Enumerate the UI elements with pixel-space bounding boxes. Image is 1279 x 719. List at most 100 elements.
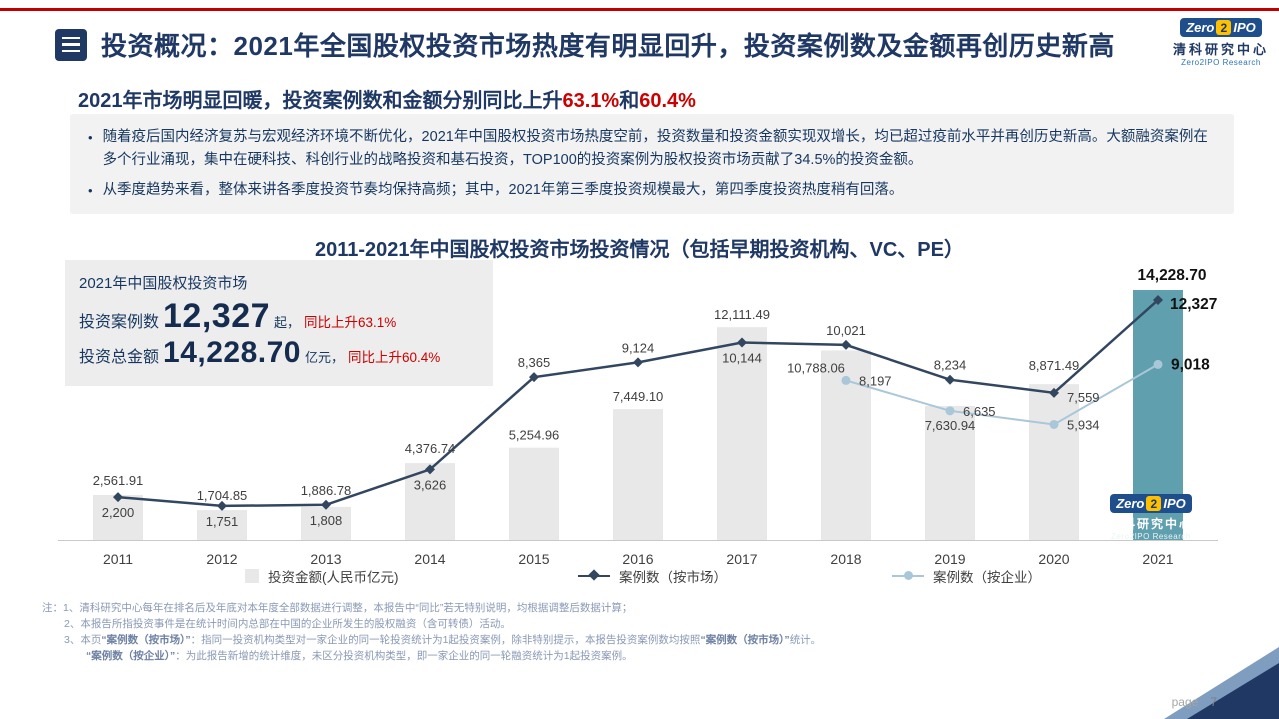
bar-2016	[613, 409, 663, 540]
x-tick-labels: 2011 2012 2013 2014 2015 2016 2017 2018 2019 2020…	[103, 551, 1174, 567]
svg-text:2013: 2013	[310, 551, 341, 567]
svg-text:8,871.49: 8,871.49	[1029, 358, 1080, 373]
svg-text:2016: 2016	[622, 551, 653, 567]
list-icon	[55, 28, 87, 61]
chart-legend: 投资金额(人民币亿元) 案例数（按市场） 案例数（按企业）	[0, 566, 1279, 586]
svg-text:8,234: 8,234	[934, 358, 967, 373]
section-heading-text: 2021年市场明显回暖，投资案例数和金额分别同比上升	[78, 90, 563, 112]
summary-bullet-2: • 从季度趋势来看，整体来讲各季度投资节奏均保持高频；其中，2021年第三季度投…	[88, 179, 1212, 202]
zero2ipo-logo-mark: Zero 2 IPO	[1110, 494, 1192, 513]
page-number: 7	[1210, 695, 1217, 709]
zero2ipo-chart-watermark: Zero 2 IPO 清科研究中心 Zero2IPO Research	[1096, 494, 1206, 541]
infobox-amount-row: 投资总金额 14,228.70 亿元， 同比上升60.4%	[79, 336, 477, 370]
amount-unit: 亿元，	[304, 350, 344, 365]
svg-text:2019: 2019	[934, 551, 965, 567]
summary-bullet-1-text: 随着疫后国内经济复苏与宏观经济环境不断优化，2021年中国股权投资市场热度空前，…	[102, 129, 1208, 169]
logo-ipo-text: IPO	[1163, 496, 1186, 511]
zero2ipo-logo: Zero 2 IPO 清科研究中心 Zero2IPO Research	[1173, 18, 1269, 67]
svg-text:12,111.49: 12,111.49	[714, 307, 770, 322]
svg-text:2,200: 2,200	[102, 505, 135, 520]
amount-value: 14,228.70	[163, 336, 301, 369]
svg-text:2015: 2015	[518, 551, 549, 567]
svg-text:7,559: 7,559	[1067, 390, 1100, 405]
logo-cn-name: 清科研究中心	[1172, 42, 1269, 57]
svg-text:7,630.94: 7,630.94	[925, 418, 976, 433]
bullet-marker: •	[88, 130, 93, 145]
header: 投资概况：2021年全国股权投资市场热度有明显回升，投资案例数及金额再创历史新高	[55, 26, 1115, 63]
bar-2013	[301, 506, 351, 540]
bars	[93, 290, 1183, 540]
logo-cn-name: 清科研究中心	[1108, 517, 1193, 531]
svg-text:2011: 2011	[103, 551, 133, 567]
line-company	[841, 359, 1163, 429]
svg-text:5,934: 5,934	[1067, 417, 1100, 432]
svg-text:2012: 2012	[206, 551, 237, 567]
line-market	[113, 295, 1163, 511]
line-diamond-icon	[578, 569, 610, 581]
cases-unit: 起，	[274, 315, 301, 330]
page-footer: page 7	[1172, 695, 1217, 709]
cases-growth-pct: 63.1%	[562, 90, 620, 112]
logo-en-name: Zero2IPO Research	[1111, 532, 1191, 541]
legend-item-cases-market: 案例数（按市场）	[578, 566, 727, 586]
amount-label: 投资总金额	[79, 349, 160, 366]
bar-swatch-icon	[245, 569, 259, 583]
svg-text:2014: 2014	[414, 551, 445, 567]
svg-text:8,365: 8,365	[518, 355, 551, 370]
legend-amount-label: 投资金额(人民币亿元)	[268, 570, 399, 585]
footnotes: 注：1、清科研究中心每年在排名后及年底对本年度全部数据进行调整，本报告中“同比”…	[42, 600, 1232, 664]
footnote-2: 2、本报告所指投资事件是在统计时间内总部在中国的企业所发生的股权融资（含可转债）…	[64, 618, 511, 630]
line-dot-icon	[892, 571, 924, 581]
bar-2015	[509, 447, 559, 540]
legend-item-amount: 投资金额(人民币亿元)	[245, 566, 399, 586]
svg-text:5,254.96: 5,254.96	[509, 428, 560, 443]
footnote-1: 注：1、清科研究中心每年在排名后及年底对本年度全部数据进行调整，本报告中“同比”…	[42, 602, 633, 614]
logo-zero-text: Zero	[1186, 20, 1215, 35]
svg-text:7,449.10: 7,449.10	[613, 389, 664, 404]
legend-cases-market-label: 案例数（按市场）	[619, 570, 727, 585]
logo-zero-text: Zero	[1116, 496, 1145, 511]
svg-text:2018: 2018	[830, 551, 861, 567]
logo-two-badge: 2	[1216, 20, 1232, 35]
amount-growth-pct: 60.4%	[639, 90, 696, 112]
zero2ipo-logo-mark: Zero 2 IPO	[1180, 18, 1262, 37]
market-stats-infobox: 2021年中国股权投资市场 投资案例数 12,327 起， 同比上升63.1% …	[65, 260, 493, 386]
bar-2020	[1029, 384, 1079, 540]
section-heading: 2021年市场明显回暖，投资案例数和金额分别同比上升63.1%和60.4%	[78, 84, 696, 113]
page-title: 投资概况：2021年全国股权投资市场热度有明显回升，投资案例数及金额再创历史新高	[101, 31, 1115, 61]
svg-text:12,327: 12,327	[1170, 296, 1217, 313]
logo-two-badge: 2	[1146, 496, 1162, 511]
svg-text:10,788.06: 10,788.06	[787, 360, 845, 375]
bar-2017	[717, 327, 767, 540]
logo-ipo-text: IPO	[1233, 20, 1256, 35]
infobox-title: 2021年中国股权投资市场	[79, 275, 248, 292]
conjunction-text: 和	[619, 90, 640, 112]
bar-2011	[93, 494, 143, 540]
svg-text:10,144: 10,144	[722, 351, 762, 366]
svg-text:10,021: 10,021	[826, 323, 866, 338]
investment-chart-svg: 2011 2012 2013 2014 2015 2016 2017 2018 2019 2020…	[58, 267, 1218, 567]
infobox-cases-row: 投资案例数 12,327 起， 同比上升63.1%	[79, 297, 477, 336]
svg-text:1,886.78: 1,886.78	[301, 483, 352, 498]
bar-2019	[925, 405, 975, 540]
cases-label: 投资案例数	[79, 314, 160, 331]
top-accent-line	[0, 8, 1279, 11]
data-labels: 2,561.91 1,704.85 1,886.78 4,376.74 5,254.96…	[93, 267, 1218, 529]
svg-text:14,228.70: 14,228.70	[1138, 267, 1207, 284]
chart-title: 2011-2021年中国股权投资市场投资情况（包括早期投资机构、VC、PE）	[314, 239, 964, 261]
page-label: page	[1171, 695, 1199, 709]
summary-panel: • 随着疫后国内经济复苏与宏观经济环境不断优化，2021年中国股权投资市场热度空…	[70, 114, 1234, 214]
logo-en-name: Zero2IPO Research	[1181, 58, 1261, 67]
svg-text:1,751: 1,751	[206, 514, 239, 529]
svg-text:2021: 2021	[1142, 551, 1173, 567]
svg-text:2,561.91: 2,561.91	[93, 473, 144, 488]
legend-item-cases-company: 案例数（按企业）	[892, 566, 1041, 586]
corner-accent-dark	[1187, 663, 1279, 719]
svg-text:8,197: 8,197	[859, 373, 892, 388]
footnote-4: “案例数（按企业）”：为此报告新增的统计维度，未区分投资机构类型，即一家企业的同…	[86, 650, 633, 662]
bar-2012	[197, 510, 247, 540]
summary-bullet-2-text: 从季度趋势来看，整体来讲各季度投资节奏均保持高频；其中，2021年第三季度投资规…	[102, 181, 904, 198]
summary-bullet-1: • 随着疫后国内经济复苏与宏观经济环境不断优化，2021年中国股权投资市场热度空…	[88, 126, 1212, 173]
svg-text:1,808: 1,808	[310, 513, 343, 528]
svg-text:2020: 2020	[1038, 551, 1069, 567]
